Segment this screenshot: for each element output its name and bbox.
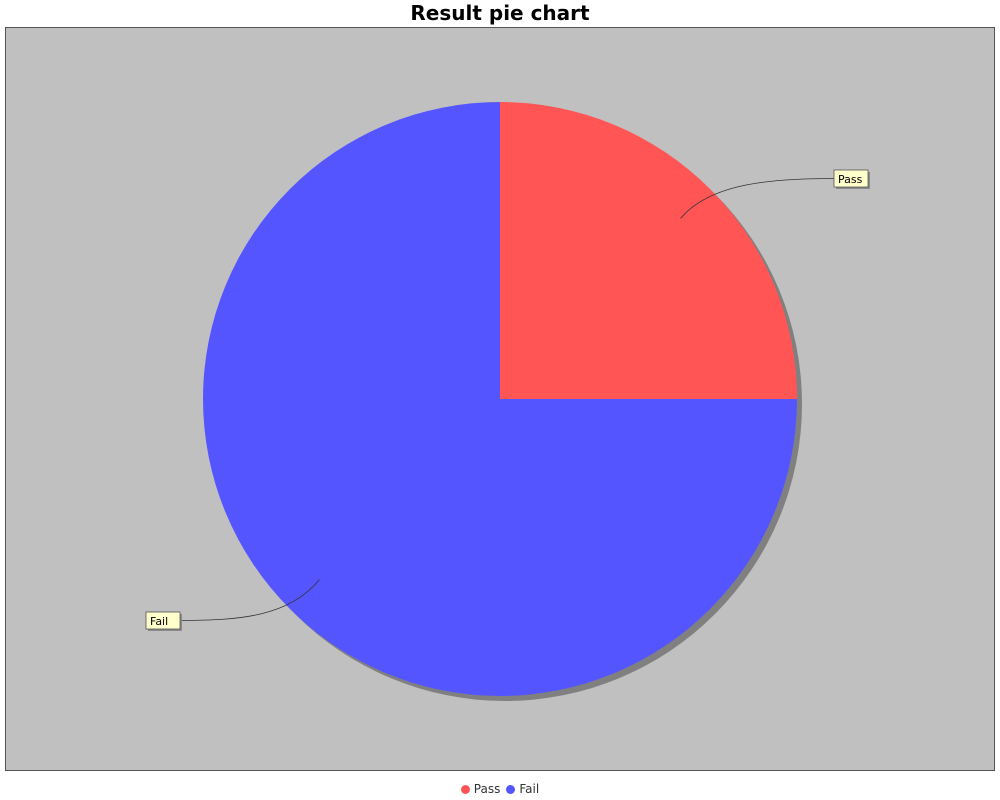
legend-item-pass: Pass xyxy=(460,782,501,796)
label-leader-pass xyxy=(680,178,835,219)
chart-title: Result pie chart xyxy=(410,1,590,25)
label-leader-fail xyxy=(179,579,320,621)
legend-label-pass: Pass xyxy=(473,782,501,796)
legend-item-fail: Fail xyxy=(506,782,539,796)
label-box-pass xyxy=(833,169,869,188)
pie-slice-fail xyxy=(203,102,797,696)
legend-swatch-pass xyxy=(460,784,470,794)
slice-label-fail: Fail xyxy=(150,615,168,628)
slice-label-pass: Pass xyxy=(838,173,863,186)
legend-label-fail: Fail xyxy=(519,782,540,796)
legend: Pass Fail xyxy=(0,780,1000,798)
pie-slice-pass xyxy=(500,102,797,399)
label-box-fail xyxy=(145,611,181,630)
legend-swatch-fail xyxy=(506,784,516,794)
